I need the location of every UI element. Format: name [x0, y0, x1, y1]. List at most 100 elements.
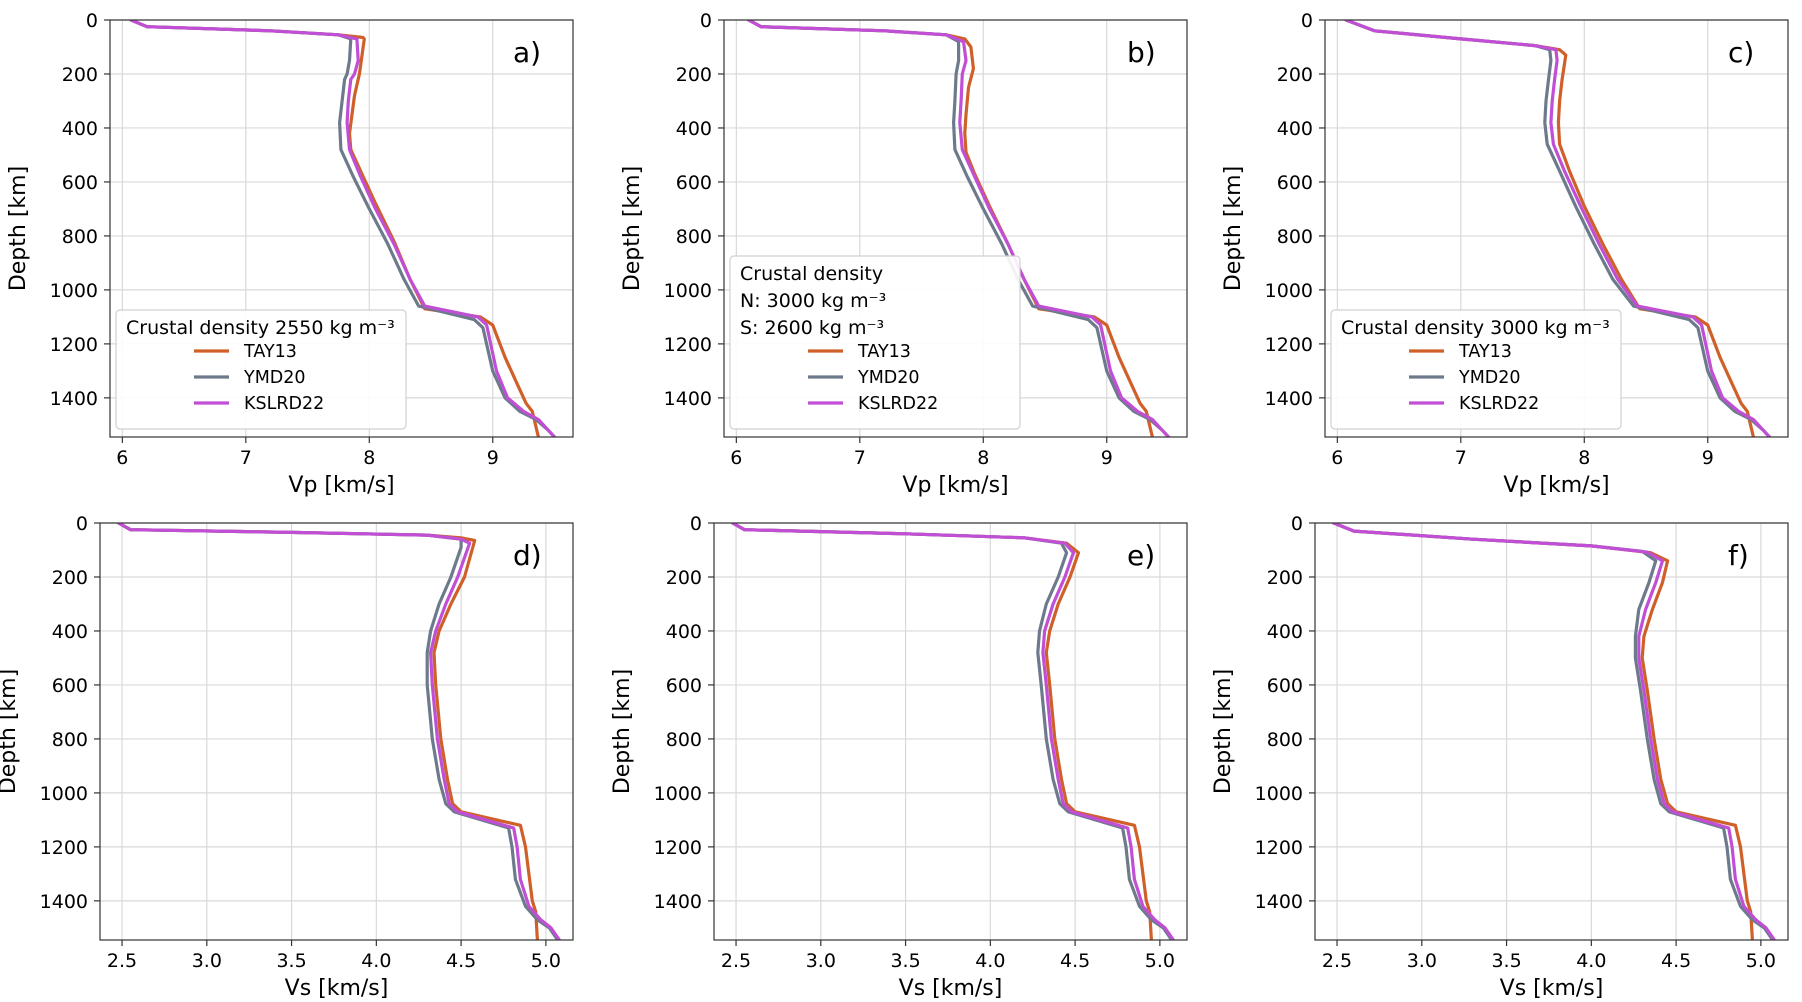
- panel-letter: b): [1127, 36, 1156, 69]
- x-axis-label: Vp [km/s]: [288, 473, 394, 498]
- x-axis-label: Vs [km/s]: [899, 976, 1003, 1001]
- x-tick-label: 6: [116, 447, 128, 469]
- panel-letter: d): [513, 539, 542, 572]
- legend-title: Crustal density: [740, 263, 883, 285]
- y-tick-label: 600: [1277, 172, 1313, 194]
- x-tick-label: 8: [1578, 447, 1590, 469]
- y-tick-label: 0: [1301, 10, 1313, 32]
- legend-entry-tay13: TAY13: [243, 342, 297, 362]
- legend-entry-tay13: TAY13: [1458, 342, 1512, 362]
- y-tick-label: 1400: [40, 891, 88, 913]
- x-tick-label: 3.0: [1407, 950, 1437, 972]
- y-tick-label: 1000: [1265, 280, 1313, 302]
- axes-frame: [109, 19, 574, 438]
- y-tick-label: 1400: [50, 388, 98, 410]
- y-tick-label: 0: [1291, 513, 1303, 535]
- y-tick-label: 200: [666, 567, 702, 589]
- y-tick-label: 400: [1277, 118, 1313, 140]
- legend-box: [729, 255, 1021, 430]
- chart-panel-f: 2.5 3.0 3.5 4.0 4.5 5.0 0 200 400 600 800 1000 1200 1…: [1211, 513, 1789, 1001]
- series-group: [1344, 20, 1772, 437]
- y-tick-label: 0: [86, 10, 98, 32]
- x-tick-label: 3.0: [192, 950, 222, 972]
- axes-frame: [713, 522, 1188, 941]
- x-tick-label: 3.5: [276, 950, 306, 972]
- y-axis-label: Depth [km]: [1211, 669, 1236, 794]
- x-tick-label: 5.0: [1746, 950, 1776, 972]
- y-tick-label: 400: [676, 118, 712, 140]
- y-tick-label: 600: [666, 675, 702, 697]
- legend-entry-kslrd22: KSLRD22: [858, 394, 938, 414]
- chart-panel-e: 2.5 3.0 3.5 4.0 4.5 5.0 0 200 400 600 800 1000 1200 1…: [610, 513, 1188, 1001]
- x-tick-label: 6: [1331, 447, 1343, 469]
- y-tick-label: 1200: [664, 334, 712, 356]
- y-tick-label: 600: [1267, 675, 1303, 697]
- series-line-kslrd22: [730, 523, 1176, 940]
- x-tick-label: 7: [854, 447, 866, 469]
- legend-entry-tay13: TAY13: [857, 342, 911, 362]
- y-axis-label: Depth [km]: [6, 166, 31, 291]
- y-tick-label: 0: [690, 513, 702, 535]
- y-tick-label: 1000: [664, 280, 712, 302]
- axes-frame: [1314, 522, 1789, 941]
- y-tick-label: 1000: [654, 783, 702, 805]
- series-group: [1331, 523, 1777, 940]
- panel-letter: c): [1728, 36, 1754, 69]
- series-line-ymd20: [116, 523, 560, 940]
- y-tick-label: 0: [700, 10, 712, 32]
- series-line-tay13: [1331, 523, 1755, 940]
- y-tick-label: 1200: [50, 334, 98, 356]
- x-tick-label: 5.0: [1145, 950, 1175, 972]
- y-tick-label: 200: [52, 567, 88, 589]
- y-axis-label: Depth [km]: [1221, 166, 1246, 291]
- y-tick-label: 0: [76, 513, 88, 535]
- y-tick-label: 200: [62, 64, 98, 86]
- legend-title: S: 2600 kg m⁻³: [740, 317, 884, 339]
- legend-entry-ymd20: YMD20: [1458, 368, 1521, 388]
- y-tick-label: 1400: [1265, 388, 1313, 410]
- legend-entry-ymd20: YMD20: [243, 368, 306, 388]
- x-tick-label: 8: [977, 447, 989, 469]
- series-group: [730, 523, 1176, 940]
- y-tick-label: 800: [62, 226, 98, 248]
- x-tick-label: 2.5: [1322, 950, 1352, 972]
- chart-panel-d: 2.5 3.0 3.5 4.0 4.5 5.0 0 200 400 600 800 1000 1200 1…: [0, 513, 574, 1001]
- y-tick-label: 800: [1267, 729, 1303, 751]
- y-tick-label: 600: [62, 172, 98, 194]
- x-tick-label: 9: [1101, 447, 1113, 469]
- legend-title: Crustal density 2550 kg m⁻³: [126, 317, 395, 339]
- x-tick-label: 8: [363, 447, 375, 469]
- y-tick-label: 1200: [1265, 334, 1313, 356]
- series-line-kslrd22: [129, 20, 557, 437]
- x-tick-label: 4.5: [1060, 950, 1090, 972]
- x-axis-label: Vs [km/s]: [1500, 976, 1604, 1001]
- series-line-tay13: [730, 523, 1154, 940]
- x-tick-label: 4.0: [975, 950, 1005, 972]
- y-tick-label: 400: [52, 621, 88, 643]
- chart-panel-b: 6 7 8 9 0 200 400 600 800 1000 1200 1400 Vp [km/s] De…: [620, 10, 1188, 498]
- x-axis-label: Vp [km/s]: [1503, 473, 1609, 498]
- y-axis-label: Depth [km]: [620, 166, 645, 291]
- y-tick-label: 1400: [1255, 891, 1303, 913]
- series-group: [116, 523, 562, 940]
- axes-frame: [723, 19, 1188, 438]
- x-tick-label: 4.0: [361, 950, 391, 972]
- x-tick-label: 9: [487, 447, 499, 469]
- series-line-kslrd22: [1344, 20, 1772, 437]
- x-tick-label: 3.5: [1491, 950, 1521, 972]
- chart-panel-c: 6 7 8 9 0 200 400 600 800 1000 1200 1400 Vp [km/s] De…: [1221, 10, 1789, 498]
- series-line-kslrd22: [1331, 523, 1777, 940]
- y-tick-label: 1000: [40, 783, 88, 805]
- legend: Crustal density 2550 kg m⁻³ TAY13 YMD20 KSL…: [115, 309, 407, 430]
- x-tick-label: 6: [730, 447, 742, 469]
- series-line-tay13: [116, 523, 540, 940]
- legend: Crustal density 3000 kg m⁻³ TAY13 YMD20 KSL…: [1330, 309, 1622, 430]
- x-tick-label: 7: [240, 447, 252, 469]
- legend-title: Crustal density 3000 kg m⁻³: [1341, 317, 1610, 339]
- legend-box: [1330, 309, 1622, 430]
- panel-letter: f): [1728, 539, 1749, 572]
- series-line-kslrd22: [116, 523, 562, 940]
- y-tick-label: 1400: [654, 891, 702, 913]
- x-tick-label: 4.5: [446, 950, 476, 972]
